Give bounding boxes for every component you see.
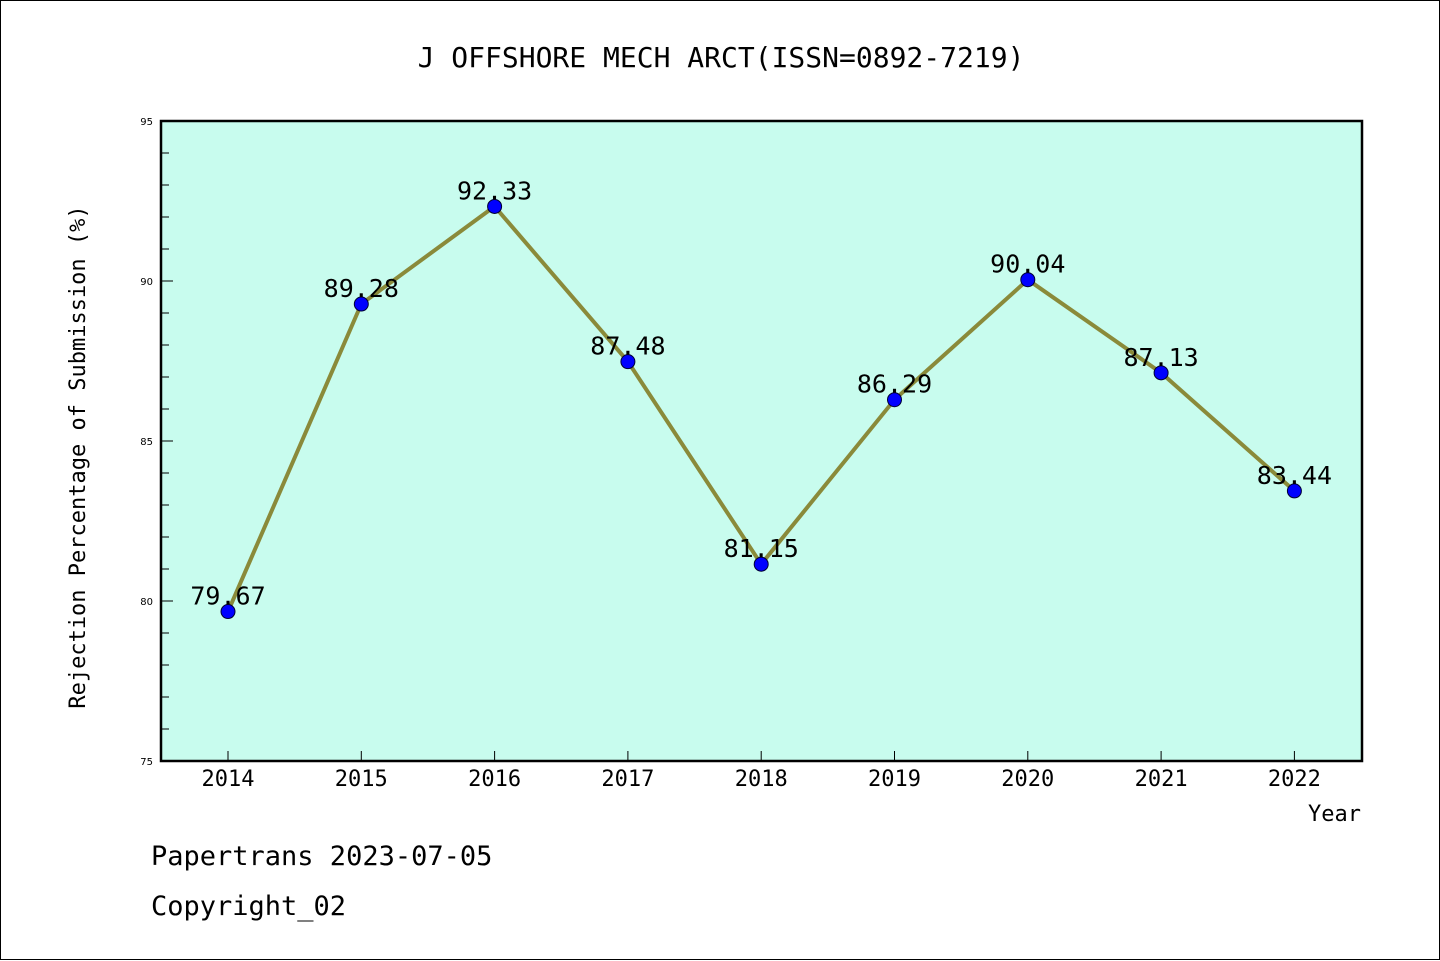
data-point	[1153, 365, 1169, 381]
x-tick-label: 2014	[202, 767, 255, 792]
y-tick-label: 80	[140, 597, 153, 608]
data-point	[1020, 272, 1036, 288]
data-label: 87.48	[590, 332, 665, 361]
data-point	[1286, 483, 1302, 499]
x-tick-label: 2015	[335, 767, 388, 792]
y-tick-label: 85	[140, 437, 153, 448]
plot-border	[159, 119, 1364, 763]
x-tick-label: 2017	[601, 767, 654, 792]
plot-area	[161, 121, 1362, 761]
data-label: 83.44	[1257, 461, 1332, 490]
data-label: 79.67	[190, 582, 265, 611]
data-point	[353, 296, 369, 312]
footer-copyright: Copyright_02	[151, 891, 346, 922]
data-label: 89.28	[324, 274, 399, 303]
data-point	[220, 604, 236, 620]
data-label: 92.33	[457, 176, 532, 205]
data-point	[887, 392, 902, 408]
x-tick-label: 2021	[1135, 767, 1188, 792]
data-label: 90.04	[990, 250, 1065, 279]
x-tick-label: 2022	[1268, 767, 1321, 792]
data-label: 81.15	[724, 534, 799, 563]
chart-title: J OFFSHORE MECH ARCT(ISSN=0892-7219)	[418, 41, 1025, 74]
x-axis: 2014 2015 2016 2017 2018 2019 2020 2021 2022	[202, 751, 1321, 792]
x-axis-label: Year	[1308, 802, 1361, 827]
data-point	[620, 354, 636, 370]
data-label: 87.13	[1123, 343, 1198, 372]
y-tick-label: 75	[140, 757, 153, 768]
data-label: 86.29	[857, 370, 932, 399]
y-tick-label: 90	[140, 277, 153, 288]
x-tick-label: 2019	[868, 767, 921, 792]
data-labels: 79.67 89.28 92.33 87.48 81.15 86.29 90.04 87.13…	[190, 176, 1332, 610]
footer-date: Papertrans 2023-07-05	[151, 841, 492, 872]
x-tick-label: 2018	[735, 767, 788, 792]
y-tick-label: 95	[140, 117, 153, 128]
y-axis: 75 80 85 90 95	[140, 117, 173, 768]
x-tick-label: 2016	[468, 767, 521, 792]
data-point	[753, 556, 769, 572]
y-axis-label: Rejection Percentage of Submission (%)	[66, 205, 91, 708]
data-point	[487, 198, 503, 214]
series-markers	[220, 198, 1302, 620]
x-tick-label: 2020	[1001, 767, 1054, 792]
